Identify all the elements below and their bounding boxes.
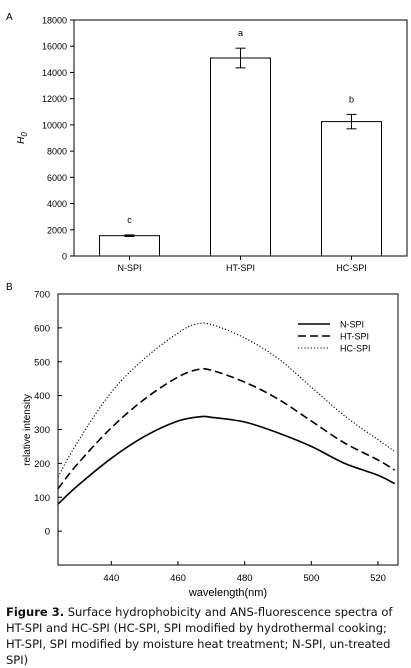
figure-caption: Figure 3. Surface hydrophobicity and ANS… bbox=[6, 604, 406, 668]
x-tick-label-b: 440 bbox=[103, 573, 119, 584]
significance-letter: b bbox=[349, 94, 354, 104]
x-tick-label-b: 500 bbox=[303, 573, 319, 584]
y-tick-label-b: 300 bbox=[34, 425, 50, 436]
x-tick-label-b: 520 bbox=[370, 573, 386, 584]
y-axis-title-a-main: H bbox=[16, 136, 27, 144]
y-tick-label-b: 0 bbox=[45, 527, 50, 538]
y-tick-label-b: 400 bbox=[34, 391, 50, 402]
caption-label: Figure 3. bbox=[6, 605, 65, 619]
panel-b: B relative intensity 0 100 200 300 400 500 600… bbox=[6, 282, 399, 599]
y-tick-label-b: 700 bbox=[34, 290, 50, 301]
lines-b bbox=[57, 322, 396, 505]
panel-a-label: A bbox=[6, 12, 13, 23]
y-tick-label-a: 4000 bbox=[47, 199, 67, 209]
significance-letter: c bbox=[127, 215, 132, 225]
legend-b: N-SPI HT-SPI HC-SPI bbox=[298, 320, 371, 354]
x-ticks-b: 440 460 480 500 520 bbox=[103, 561, 386, 584]
y-tick-label-b: 600 bbox=[34, 323, 50, 334]
y-tick-label-a: 18000 bbox=[42, 16, 67, 26]
plot-frame-b bbox=[57, 293, 399, 566]
series-line-n-spi bbox=[57, 415, 396, 505]
x-axis-title-b: wavelength(nm) bbox=[188, 587, 267, 599]
significance-letter: a bbox=[238, 28, 243, 38]
x-ticks-a: N-SPI HT-SPI HC-SPI bbox=[117, 256, 367, 273]
bar bbox=[210, 57, 271, 257]
y-tick-label-a: 16000 bbox=[42, 42, 67, 52]
y-tick-label-a: 2000 bbox=[47, 225, 67, 235]
y-axis-title-a-sub: 0 bbox=[20, 132, 29, 137]
legend-label: N-SPI bbox=[340, 320, 364, 330]
y-tick-label-b: 200 bbox=[34, 459, 50, 470]
x-tick-label-a: HC-SPI bbox=[336, 263, 367, 273]
panel-b-label: B bbox=[6, 282, 13, 293]
y-axis-title-b: relative intensity bbox=[22, 394, 33, 466]
caption-text: Surface hydrophobicity and ANS-fluoresce… bbox=[6, 605, 393, 667]
y-tick-label-b: 500 bbox=[34, 357, 50, 368]
x-tick-label-b: 480 bbox=[237, 573, 253, 584]
y-tick-label-a: 6000 bbox=[47, 173, 67, 183]
figure: A H0 02000400060008000100001200014000160… bbox=[6, 12, 408, 599]
y-axis-title-a: H0 bbox=[16, 132, 29, 144]
legend-label: HT-SPI bbox=[340, 332, 369, 342]
y-tick-label-a: 8000 bbox=[47, 147, 67, 157]
bars-a: c a b bbox=[99, 28, 382, 257]
series-line-hc-spi bbox=[57, 322, 396, 478]
bar bbox=[99, 235, 160, 257]
x-tick-label-a: N-SPI bbox=[117, 263, 141, 273]
y-tick-label-a: 14000 bbox=[42, 68, 67, 78]
series-line-ht-spi bbox=[57, 367, 396, 490]
panel-a: A H0 02000400060008000100001200014000160… bbox=[6, 12, 408, 273]
y-ticks-a: 0 2000 4000 6000 8000 10000 12000 14000 16000 180… bbox=[42, 16, 74, 262]
plot-frame-a bbox=[73, 19, 408, 257]
y-tick-label-a: 10000 bbox=[42, 120, 67, 130]
y-tick-label-a: 12000 bbox=[42, 94, 67, 104]
bar bbox=[321, 121, 382, 257]
x-tick-label-a: HT-SPI bbox=[226, 263, 255, 273]
y-tick-label-b: 100 bbox=[34, 493, 50, 504]
legend-label: HC-SPI bbox=[340, 344, 371, 354]
y-ticks-b: 0 100 200 300 400 500 600 700 bbox=[34, 290, 62, 538]
x-tick-label-b: 460 bbox=[170, 573, 186, 584]
y-tick-label-a: 0 bbox=[62, 252, 67, 262]
